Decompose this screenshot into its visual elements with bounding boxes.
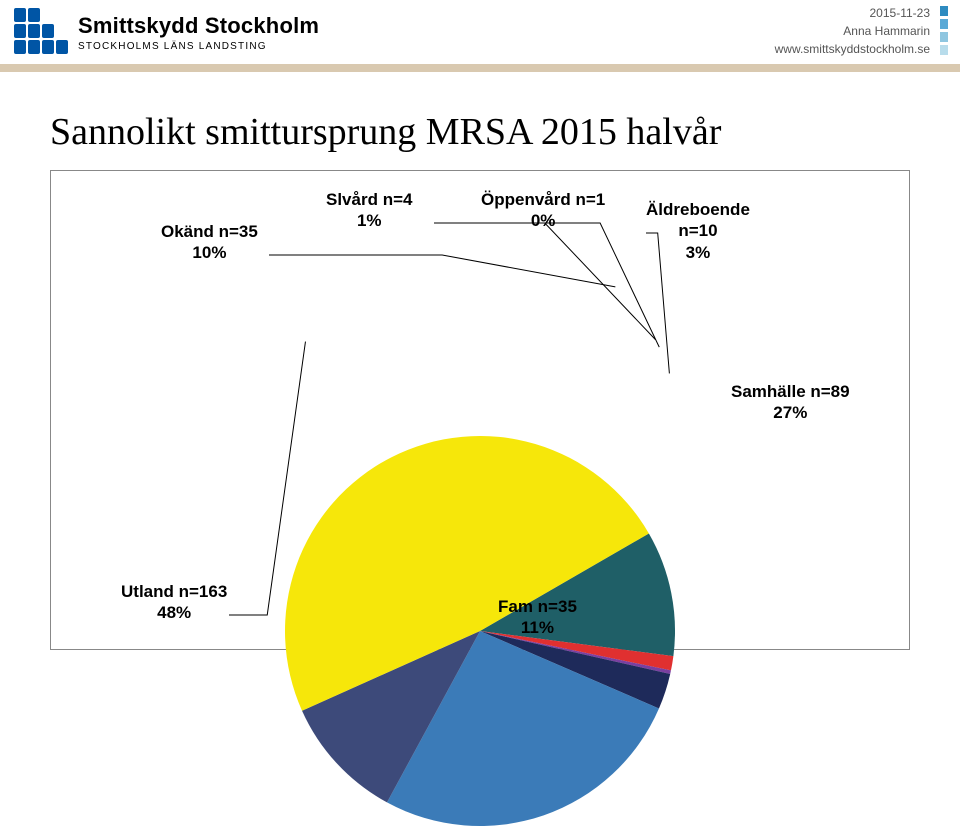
pie-chart xyxy=(280,431,680,836)
label-utland: Utland n=16348% xyxy=(121,581,227,624)
meta-site: www.smittskyddstockholm.se xyxy=(775,40,930,58)
meta-author: Anna Hammarin xyxy=(775,22,930,40)
header-band xyxy=(0,64,960,72)
header-stripes-icon xyxy=(940,6,948,58)
meta-date: 2015-11-23 xyxy=(775,4,930,22)
logo: Smittskydd Stockholm STOCKHOLMS LÄNS LAN… xyxy=(14,8,319,56)
leader-slvard xyxy=(434,223,656,340)
header-meta: 2015-11-23 Anna Hammarin www.smittskydds… xyxy=(775,4,930,58)
logo-title: Smittskydd Stockholm xyxy=(78,13,319,39)
label-aldre: Äldreboenden=103% xyxy=(646,199,750,263)
chart-container: Okänd n=3510% Slvård n=41% Öppenvård n=10%… xyxy=(50,170,910,650)
logo-subtitle: STOCKHOLMS LÄNS LANDSTING xyxy=(78,41,319,52)
chart-title: Sannolikt smittursprung MRSA 2015 halvår xyxy=(50,110,721,154)
header: Smittskydd Stockholm STOCKHOLMS LÄNS LAN… xyxy=(0,0,960,72)
label-samhalle: Samhälle n=8927% xyxy=(731,381,850,424)
label-oppenvard: Öppenvård n=10% xyxy=(481,189,605,232)
label-fam: Fam n=3511% xyxy=(498,596,577,639)
logo-mark-icon xyxy=(14,8,68,56)
leader-oppenvard xyxy=(541,223,659,347)
leader-okand xyxy=(269,255,615,287)
label-slvard: Slvård n=41% xyxy=(326,189,412,232)
label-okand: Okänd n=3510% xyxy=(161,221,258,264)
